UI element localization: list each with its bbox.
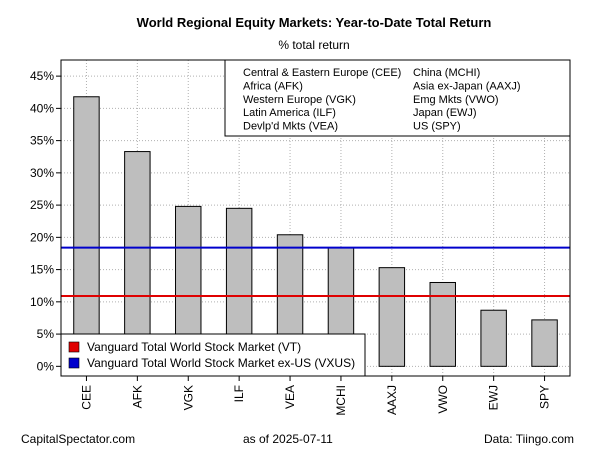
bar-spy <box>531 319 558 367</box>
x-tick-label: MCHI <box>334 385 348 416</box>
reference-lines <box>61 246 570 298</box>
x-tick-label: VWO <box>436 385 450 414</box>
legend-item: Western Europe (VGK) <box>243 94 356 106</box>
bar-cee <box>73 96 100 367</box>
legend-item: China (MCHI) <box>413 67 480 79</box>
footer-date: as of 2025-07-11 <box>243 432 333 446</box>
footer-data-source: Data: Tiingo.com <box>483 432 574 446</box>
x-tick-label: VGK <box>181 385 195 410</box>
legend-reference-lines: Vanguard Total World Stock Market (VT) Va… <box>60 333 366 377</box>
x-tick-label: EWJ <box>487 385 501 410</box>
plot-frame <box>60 59 571 377</box>
x-tick-label: AAXJ <box>385 385 399 415</box>
legend-item: Vanguard Total World Stock Market (VT) <box>87 340 301 354</box>
y-tick-label: 15% <box>30 263 54 277</box>
x-tick-label: VEA <box>283 385 297 409</box>
legend-swatch <box>68 357 80 369</box>
y-tick-label: 40% <box>30 101 54 115</box>
y-tick-label: 30% <box>30 166 54 180</box>
legend-item: Africa (AFK) <box>243 80 303 92</box>
y-tick-label: 20% <box>30 230 54 244</box>
legend-item: Asia ex-Japan (AAXJ) <box>413 80 521 92</box>
legend-item: Central & Eastern Europe (CEE) <box>243 67 401 79</box>
legend-item: US (SPY) <box>413 121 461 133</box>
y-tick-label: 35% <box>30 134 54 148</box>
legend-item: Vanguard Total World Stock Market ex-US … <box>87 356 355 370</box>
x-tick-label: CEE <box>79 385 93 410</box>
legend-item: Latin America (ILF) <box>243 107 336 119</box>
y-tick-label: 10% <box>30 295 54 309</box>
bar-aaxj <box>378 267 406 367</box>
footer-source-site: CapitalSpectator.com <box>21 432 136 446</box>
bars <box>73 96 558 367</box>
x-axis: CEE AFK VGK ILF VEA MCHI AAXJ VWO EWJ SPY <box>79 376 552 416</box>
legend-item: Devlp'd Mkts (VEA) <box>243 121 338 133</box>
bar-ewj <box>480 309 507 367</box>
bar-afk <box>124 151 151 367</box>
y-tick-label: 25% <box>30 198 54 212</box>
chart-title: World Regional Equity Markets: Year-to-D… <box>137 15 492 30</box>
x-tick-label: ILF <box>232 385 246 402</box>
chart-subtitle: % total return <box>278 38 349 52</box>
legend-item: Japan (EWJ) <box>413 107 477 119</box>
legend-swatch <box>68 341 80 353</box>
legend-tickers: Central & Eastern Europe (CEE)Africa (AF… <box>224 59 571 137</box>
y-tick-label: 0% <box>37 359 55 373</box>
y-tick-label: 45% <box>30 69 54 83</box>
y-axis: 0% 5% 10% 15% 20% 25% 30% 35% 40% 45% <box>30 69 61 373</box>
x-tick-label: SPY <box>538 385 552 409</box>
legend-item: Emg Mkts (VWO) <box>413 94 499 106</box>
y-tick-label: 5% <box>37 327 55 341</box>
x-tick-label: AFK <box>130 385 144 408</box>
legend-box <box>224 59 571 137</box>
legend-box <box>60 333 366 377</box>
